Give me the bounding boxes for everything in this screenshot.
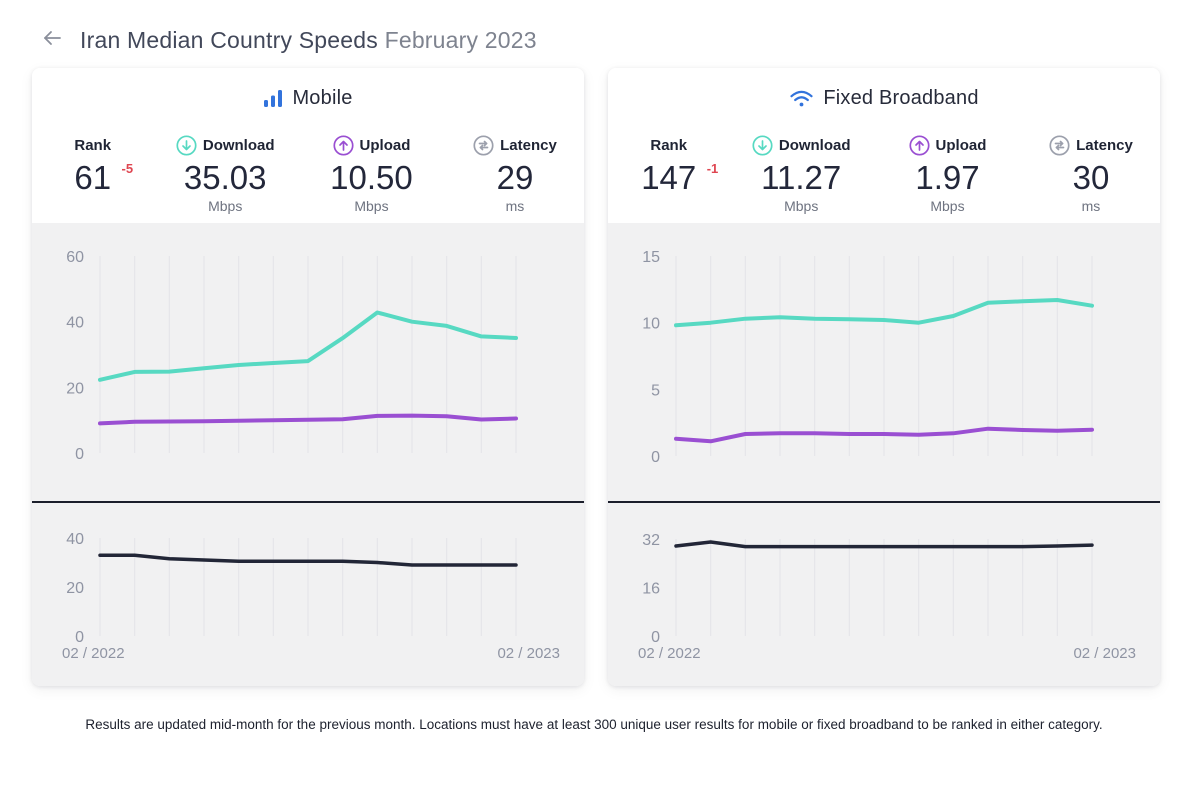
mobile-card-title: Mobile (32, 83, 584, 113)
upload-label: Upload (935, 136, 987, 154)
page-header: Iran Median Country Speeds February 2023 (0, 0, 1188, 54)
svg-text:0: 0 (651, 449, 660, 466)
latency-unit: ms (1081, 198, 1101, 214)
footer-note: Results are updated mid-month for the pr… (85, 717, 1103, 732)
mobile-card-title-label: Mobile (292, 86, 353, 109)
x-axis-end-label: 02 / 2023 (1073, 645, 1136, 662)
upload-icon (908, 134, 930, 156)
mobile-download-stat: Download 35.03 Mbps (153, 134, 297, 214)
fixed-latency-chart: 32 16 0 (642, 532, 1094, 643)
latency-value: 29 (496, 159, 534, 196)
upload-icon (332, 134, 354, 156)
svg-text:0: 0 (651, 629, 660, 643)
download-label: Download (202, 136, 275, 154)
latency-icon (473, 134, 494, 156)
download-label: Download (778, 136, 851, 154)
rank-change-badge: -5 (121, 161, 134, 176)
svg-text:5: 5 (651, 382, 660, 399)
svg-text:20: 20 (66, 380, 84, 397)
svg-text:15: 15 (642, 249, 660, 266)
mobile-speed-chart-section: 60 40 20 0 (32, 223, 584, 501)
mobile-card: Mobile Rank 61 -5 Download 35.03 Mbps (32, 68, 584, 686)
mobile-upload-stat: Upload 10.50 Mbps (297, 134, 446, 214)
svg-text:40: 40 (66, 315, 84, 332)
fixed-card-head: Fixed Broadband Rank 147 -1 Download 11.2… (608, 68, 1160, 223)
latency-unit: ms (505, 198, 525, 214)
mobile-rank-stat: Rank 61 -5 (32, 135, 153, 214)
arrow-left-icon (40, 26, 64, 50)
rank-value: 61 -5 (74, 161, 133, 195)
chart-divider (32, 501, 584, 503)
upload-value: 1.97 (915, 159, 980, 196)
download-icon (176, 134, 197, 156)
wifi-icon (789, 89, 814, 108)
fixed-upload-stat: Upload 1.97 Mbps (873, 134, 1022, 214)
svg-text:0: 0 (75, 629, 84, 643)
svg-text:10: 10 (642, 316, 660, 333)
x-axis-end-label: 02 / 2023 (497, 645, 560, 662)
svg-text:40: 40 (66, 531, 84, 548)
chart-divider (608, 501, 1160, 503)
mobile-speed-chart: 60 40 20 0 (66, 249, 518, 463)
upload-label: Upload (359, 136, 411, 154)
fixed-latency-stat: Latency 30 ms (1022, 134, 1160, 214)
fixed-stats: Rank 147 -1 Download 11.27 Mbps (608, 134, 1160, 214)
upload-unit: Mbps (354, 198, 389, 214)
download-value: 35.03 (183, 159, 267, 196)
svg-text:32: 32 (642, 532, 660, 549)
fixed-latency-chart-section: 32 16 0 02 / 2022 02 / 2023 (608, 503, 1160, 686)
rank-value: 147 -1 (641, 161, 718, 195)
fixed-x-axis-labels: 02 / 2022 02 / 2023 (608, 643, 1160, 662)
fixed-rank-stat: Rank 147 -1 (608, 135, 729, 214)
upload-value: 10.50 (330, 159, 413, 196)
x-axis-start-label: 02 / 2022 (62, 645, 125, 662)
svg-text:0: 0 (75, 446, 84, 463)
svg-text:60: 60 (66, 249, 84, 266)
mobile-bars-icon (263, 89, 283, 108)
fixed-broadband-card: Fixed Broadband Rank 147 -1 Download 11.2… (608, 68, 1160, 686)
fixed-speed-chart-section: 15 10 5 0 (608, 223, 1160, 501)
latency-label: Latency (1076, 136, 1133, 154)
latency-value: 30 (1072, 159, 1110, 196)
upload-unit: Mbps (930, 198, 965, 214)
download-value: 11.27 (761, 159, 842, 196)
mobile-stats: Rank 61 -5 Download 35.03 Mbps (32, 134, 584, 214)
page-title: Iran Median Country Speeds February 2023 (80, 27, 537, 54)
page-title-text: Iran Median Country Speeds (80, 26, 378, 53)
fixed-card-title-label: Fixed Broadband (823, 86, 979, 109)
mobile-card-head: Mobile Rank 61 -5 Download 35.03 Mbps (32, 68, 584, 223)
svg-text:16: 16 (642, 581, 660, 598)
mobile-x-axis-labels: 02 / 2022 02 / 2023 (32, 643, 584, 662)
mobile-latency-chart: 40 20 0 (66, 531, 518, 643)
page-subtitle: February 2023 (384, 26, 537, 53)
download-icon (752, 134, 773, 156)
latency-label: Latency (500, 136, 557, 154)
download-unit: Mbps (208, 198, 243, 214)
x-axis-start-label: 02 / 2022 (638, 645, 701, 662)
back-button[interactable] (40, 26, 64, 54)
rank-label: Rank (74, 136, 112, 154)
fixed-download-stat: Download 11.27 Mbps (729, 134, 873, 214)
fixed-speed-chart: 15 10 5 0 (642, 249, 1094, 466)
rank-change-badge: -1 (706, 161, 719, 176)
svg-text:20: 20 (66, 580, 84, 597)
mobile-latency-stat: Latency 29 ms (446, 134, 584, 214)
fixed-card-title: Fixed Broadband (608, 83, 1160, 113)
mobile-latency-chart-section: 40 20 0 02 / 2022 02 / 2023 (32, 503, 584, 686)
cards-row: Mobile Rank 61 -5 Download 35.03 Mbps (0, 54, 1188, 686)
rank-label: Rank (650, 136, 688, 154)
latency-icon (1049, 134, 1070, 156)
download-unit: Mbps (784, 198, 819, 214)
